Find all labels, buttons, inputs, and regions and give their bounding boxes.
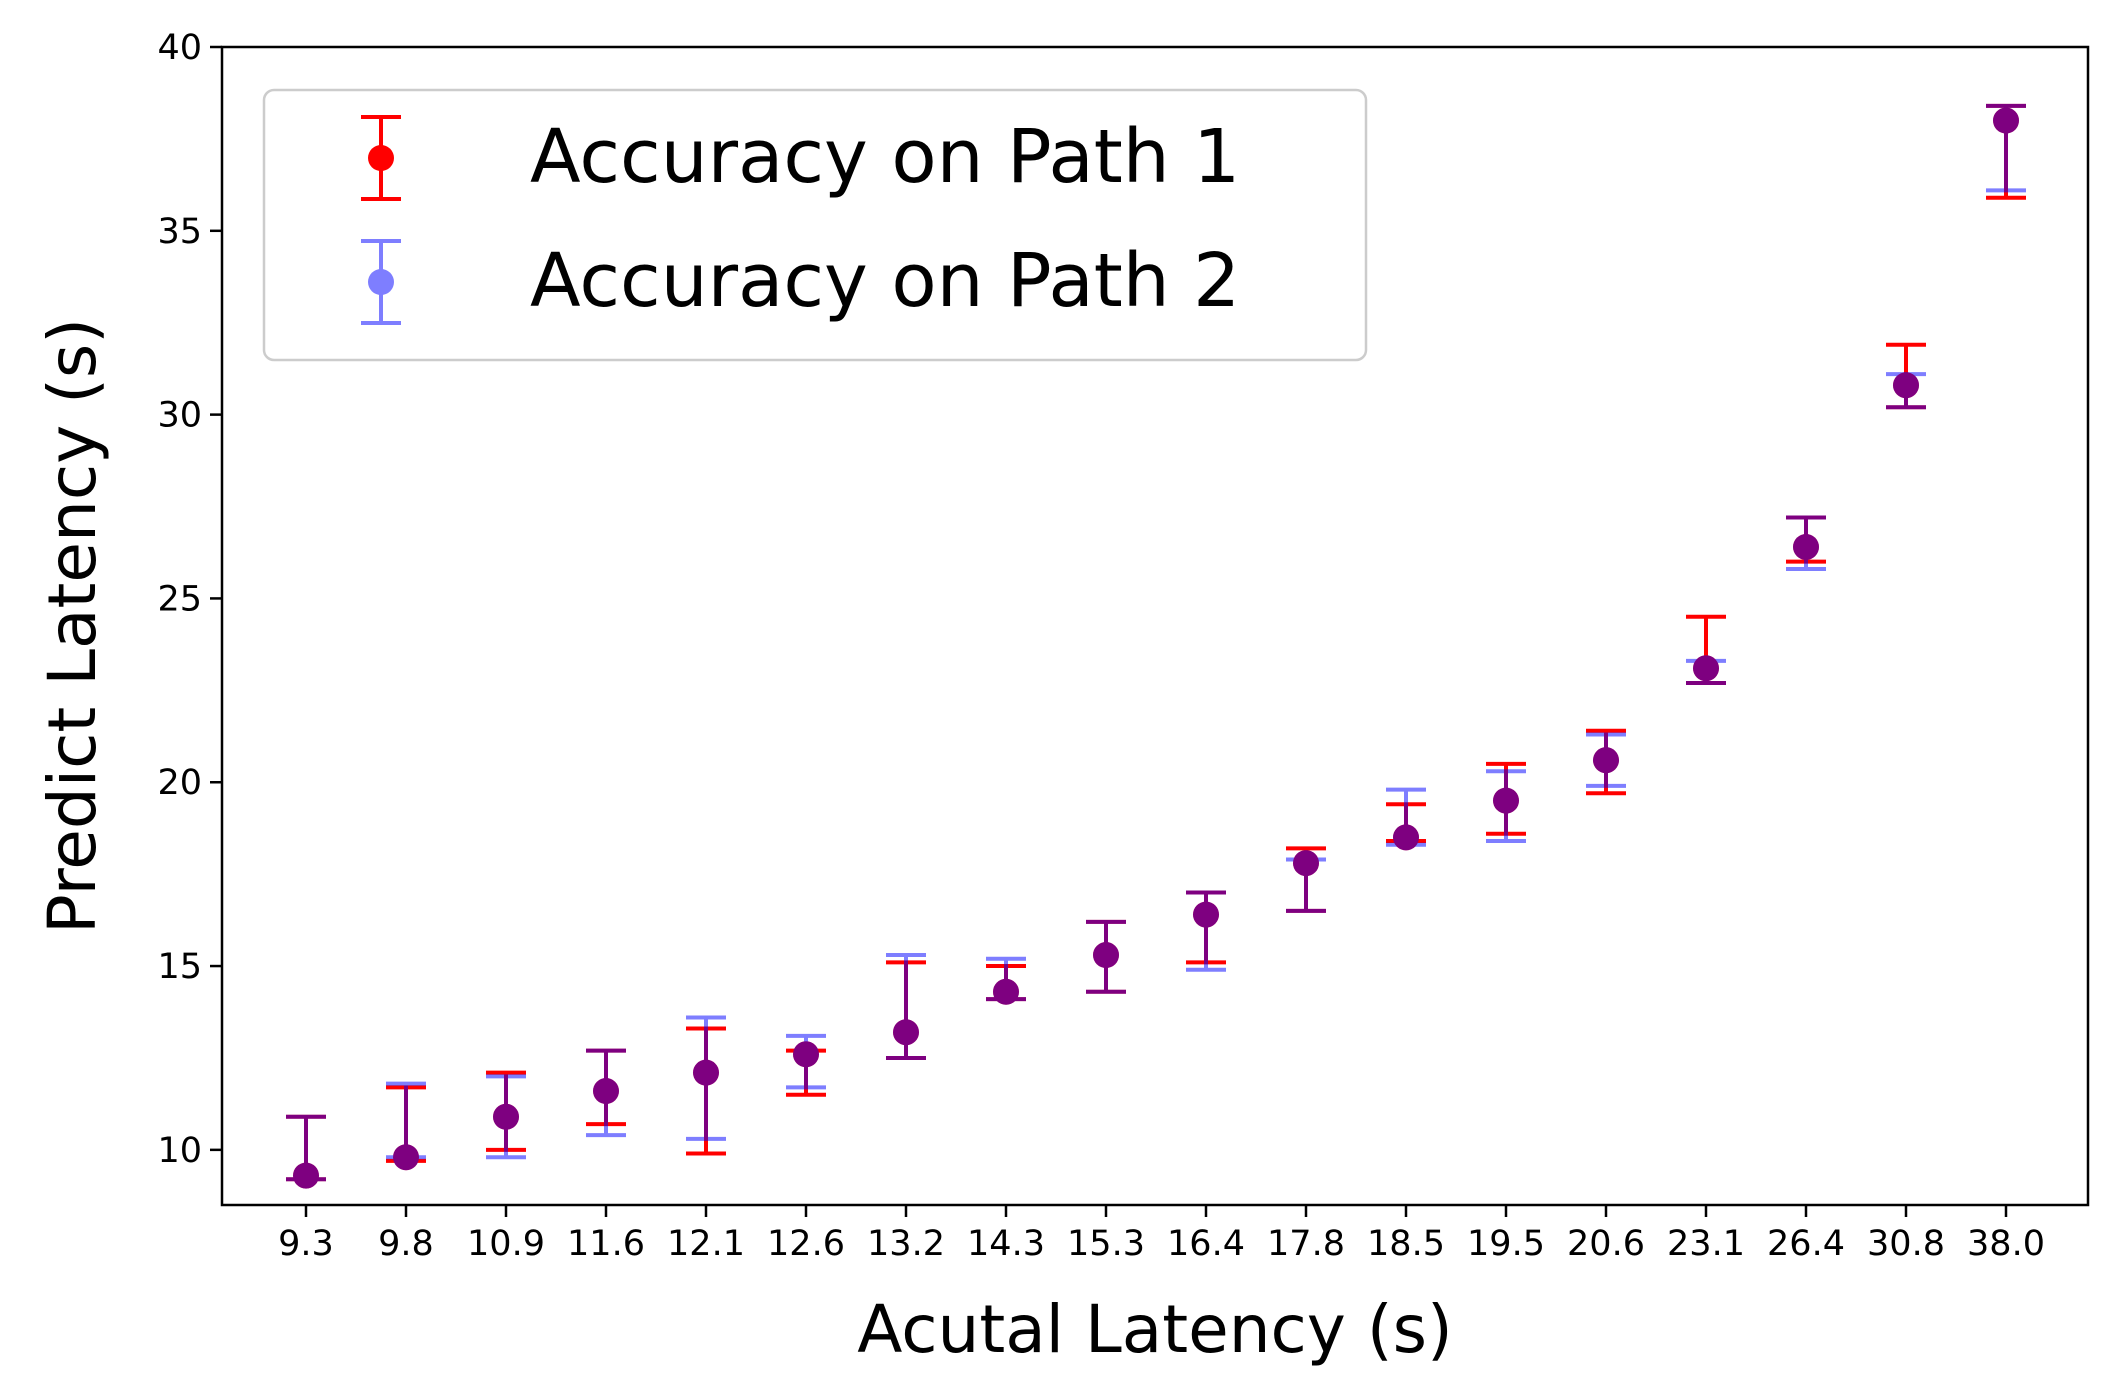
data-point <box>693 1059 719 1086</box>
data-point <box>1393 824 1419 851</box>
x-tick-label: 17.8 <box>1267 1224 1345 1264</box>
y-tick-label: 15 <box>157 947 202 987</box>
y-tick-label: 30 <box>157 396 202 436</box>
x-tick-label: 16.4 <box>1167 1224 1245 1264</box>
legend-marker <box>368 145 394 171</box>
data-point <box>1593 747 1619 774</box>
x-tick-label: 38.0 <box>1967 1224 2045 1264</box>
y-tick-label: 10 <box>157 1131 202 1171</box>
data-point <box>493 1103 519 1130</box>
data-point <box>393 1144 419 1171</box>
legend-label: Accuracy on Path 1 <box>530 114 1240 200</box>
y-tick-label: 35 <box>157 212 202 252</box>
data-point <box>893 1019 919 1046</box>
x-tick-label: 20.6 <box>1567 1224 1645 1264</box>
x-tick-label: 13.2 <box>867 1224 945 1264</box>
data-marks <box>286 103 2026 1189</box>
data-point <box>1093 942 1119 969</box>
legend: Accuracy on Path 1 Accuracy on Path 2 <box>262 88 1368 362</box>
data-point <box>1793 533 1819 560</box>
x-tick-label: 26.4 <box>1767 1224 1845 1264</box>
data-point <box>993 978 1019 1005</box>
x-axis-label: Acutal Latency (s) <box>857 1291 1452 1368</box>
data-point <box>793 1041 819 1068</box>
legend-handle <box>361 239 401 325</box>
data-point <box>1493 787 1519 814</box>
y-tick-label: 25 <box>157 579 202 619</box>
legend-box <box>262 88 1368 362</box>
axes: 10 15 20 25 30 35 40 9.3 9.8 10.9 11.6 12.1 12.6 13.2… <box>157 28 2045 1264</box>
legend-label: Accuracy on Path 2 <box>530 238 1240 324</box>
data-point <box>293 1162 319 1189</box>
y-tick-label: 40 <box>157 28 202 68</box>
x-tick-label: 18.5 <box>1367 1224 1445 1264</box>
x-tick-label: 23.1 <box>1667 1224 1745 1264</box>
x-tick-label: 11.6 <box>567 1224 645 1264</box>
x-tick-label: 15.3 <box>1067 1224 1145 1264</box>
legend-marker <box>368 269 394 295</box>
data-point <box>593 1078 619 1105</box>
data-point <box>1193 901 1219 928</box>
plot-frame <box>220 45 2090 1207</box>
series-2 <box>286 103 2026 1189</box>
x-tick-label: 12.6 <box>767 1224 845 1264</box>
x-tick-label: 9.8 <box>378 1224 434 1264</box>
y-tick-label: 20 <box>157 763 202 803</box>
data-point <box>1693 655 1719 682</box>
x-tick-label: 19.5 <box>1467 1224 1545 1264</box>
x-tick-label: 10.9 <box>467 1224 545 1264</box>
legend-handle <box>361 115 401 201</box>
x-tick-label: 9.3 <box>278 1224 334 1264</box>
x-tick-label: 30.8 <box>1867 1224 1945 1264</box>
x-tick-label: 12.1 <box>667 1224 745 1264</box>
y-axis-label: Predict Latency (s) <box>34 318 111 934</box>
data-point <box>1893 372 1919 399</box>
data-point <box>1293 850 1319 877</box>
data-point <box>1993 107 2019 134</box>
x-tick-label: 14.3 <box>967 1224 1045 1264</box>
